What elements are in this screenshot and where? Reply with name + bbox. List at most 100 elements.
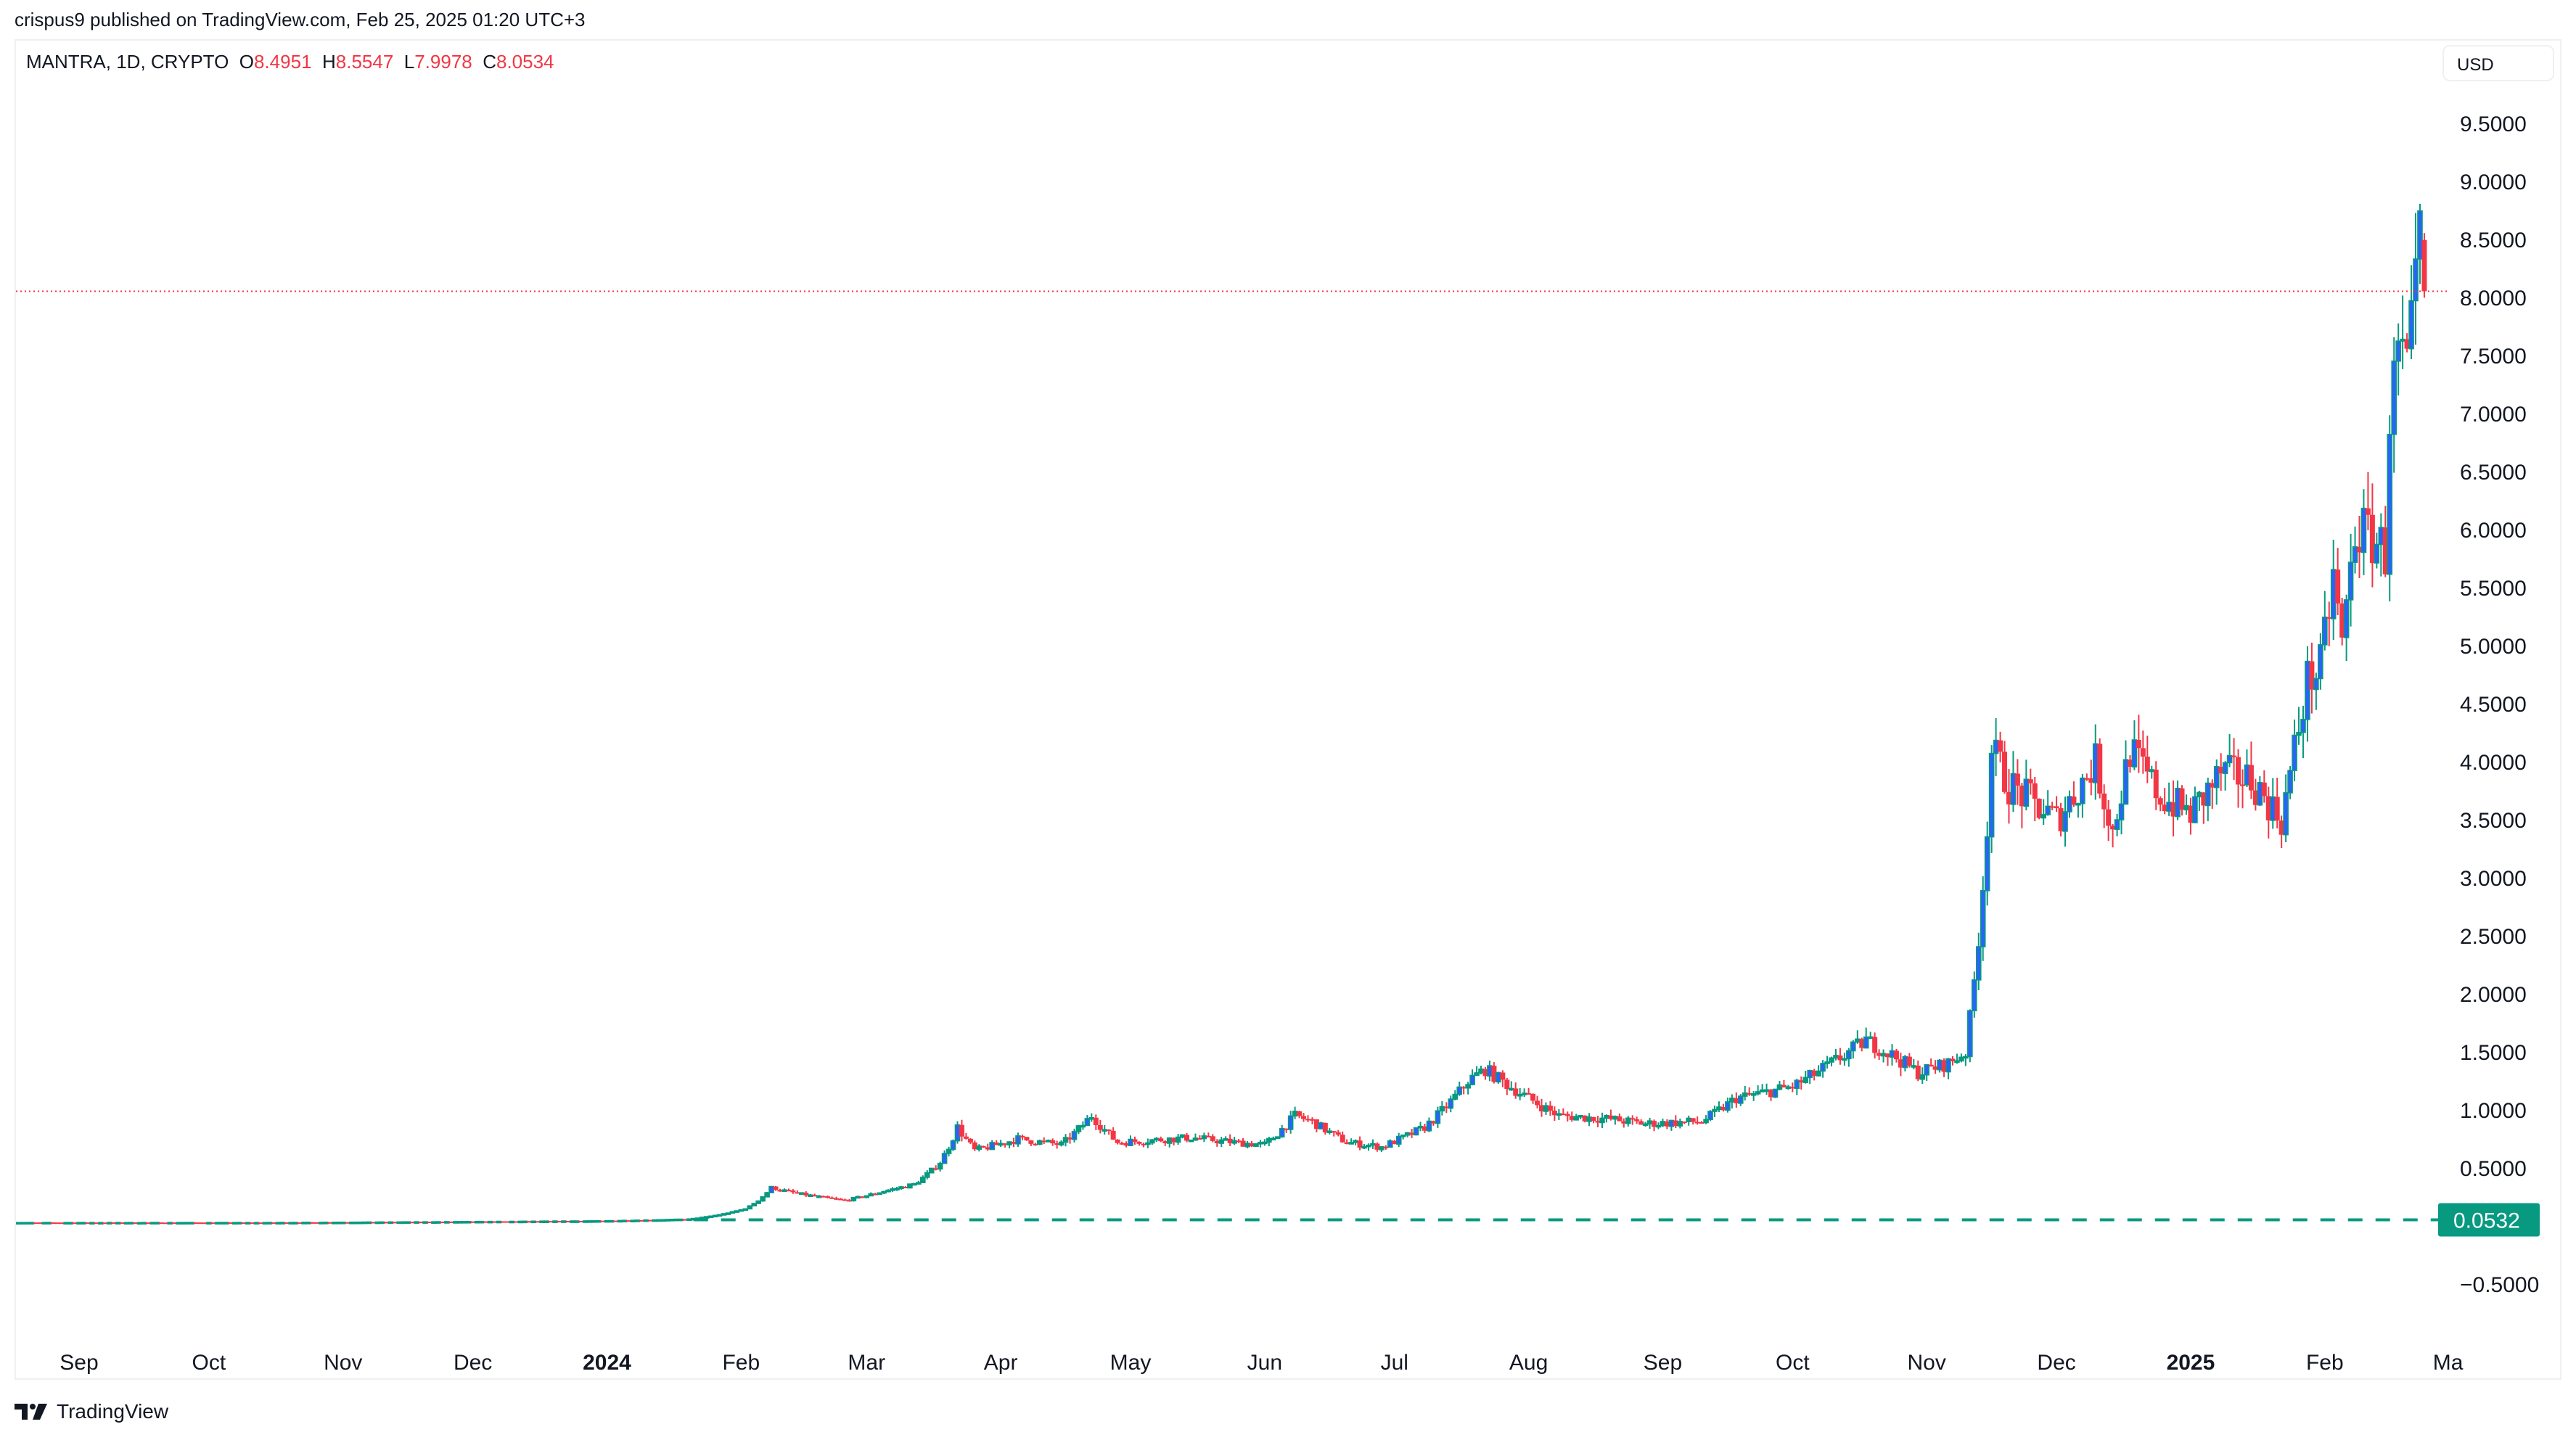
candle-body-up <box>1036 1140 1043 1145</box>
candle-body-up <box>444 1221 450 1224</box>
candle-body-down <box>639 1219 644 1222</box>
candle-body-down <box>1115 1139 1120 1143</box>
candle-body-down <box>297 1222 303 1225</box>
candle-body-down <box>1409 1132 1415 1135</box>
candle-body-down <box>1928 1064 1934 1067</box>
candle-body-down <box>2027 779 2033 783</box>
candle-body-up <box>1353 1140 1358 1143</box>
chart-pane[interactable] <box>15 39 2561 1380</box>
candle-body-down <box>1694 1122 1700 1124</box>
candle-body-up <box>1366 1144 1371 1148</box>
candle-body-down <box>1357 1140 1363 1148</box>
candle-body-down <box>1837 1055 1843 1061</box>
candle-body-up <box>928 1167 935 1174</box>
candle-body-down <box>2309 661 2315 690</box>
candle-body-up <box>1258 1142 1263 1145</box>
candle-body-up <box>747 1205 753 1210</box>
candle-body-up <box>1448 1098 1454 1109</box>
candle-body-up <box>907 1183 913 1189</box>
x-tick-label: Oct <box>192 1351 226 1375</box>
candle-body-up <box>1833 1055 1839 1059</box>
x-tick-label: 2024 <box>583 1351 631 1375</box>
candle-body-up <box>1829 1057 1834 1063</box>
candle-body-down <box>859 1196 865 1198</box>
candle-body-down <box>284 1222 290 1225</box>
candle-body-down <box>1097 1124 1103 1130</box>
candle-body-up <box>176 1222 181 1225</box>
candle-body-up <box>340 1221 346 1225</box>
candle-body-down <box>1734 1098 1739 1103</box>
candle-body-up <box>2408 300 2414 350</box>
candle-body-up <box>898 1186 904 1190</box>
candle-body-down <box>2201 792 2207 806</box>
candle-body-up <box>1984 836 1990 892</box>
candle-body-down <box>2218 766 2224 774</box>
tradingview-logo[interactable]: TradingView <box>15 1400 168 1423</box>
candle-body-up <box>452 1221 459 1224</box>
tradingview-logo-icon <box>15 1404 47 1420</box>
x-tick-label: Jun <box>1247 1351 1282 1375</box>
candle-body-down <box>440 1222 446 1224</box>
candle-body-up <box>149 1222 156 1225</box>
candle-body-up <box>2122 759 2129 805</box>
candle-body-up <box>189 1222 194 1225</box>
candle-body-down <box>2274 797 2280 821</box>
y-tick-label: 8.5000 <box>2460 229 2527 252</box>
candle-body-up <box>1975 946 1982 981</box>
candle-body-up <box>1945 1058 1951 1073</box>
candle-body-down <box>1033 1143 1038 1145</box>
candle-body-up <box>1379 1146 1385 1151</box>
candle-body-down <box>812 1195 818 1197</box>
candle-body-up <box>725 1212 731 1215</box>
candle-body-up <box>1465 1084 1471 1089</box>
close-label: C <box>483 51 496 73</box>
candle-body-up <box>305 1222 311 1225</box>
candle-body-down <box>1941 1060 1947 1072</box>
candle-body-up <box>2300 719 2306 733</box>
candle-body-up <box>496 1220 502 1224</box>
candle-body-up <box>2092 743 2099 783</box>
candle-body-up <box>2330 569 2337 620</box>
candle-body-up <box>509 1220 515 1224</box>
candle-body-up <box>1487 1065 1493 1077</box>
candle-body-down <box>1020 1135 1025 1137</box>
candle-body-down <box>1067 1137 1073 1140</box>
candle-body-down <box>228 1222 234 1225</box>
candle-body-up <box>1776 1084 1783 1090</box>
y-tick-label: 6.5000 <box>2460 461 2527 485</box>
candle-body-down <box>1110 1130 1116 1140</box>
candle-body-down <box>2127 760 2133 768</box>
candle-body-up <box>1737 1095 1744 1104</box>
candle-body-up <box>522 1220 528 1224</box>
candle-body-up <box>1218 1139 1225 1144</box>
y-tick-label: 6.0000 <box>2460 519 2527 543</box>
candle-body-up <box>218 1222 225 1225</box>
candle-body-down <box>193 1222 199 1225</box>
candle-body-up <box>81 1222 86 1225</box>
candle-body-down <box>993 1142 999 1145</box>
candle-body-down <box>933 1168 939 1170</box>
candle-body-up <box>1456 1086 1462 1095</box>
candle-body-up <box>98 1222 104 1225</box>
candle-body-up <box>1326 1130 1333 1133</box>
x-tick-label: Oct <box>1776 1351 1810 1375</box>
candle-body-down <box>310 1222 316 1224</box>
candle-body-down <box>1162 1141 1168 1143</box>
candle-body-down <box>54 1222 60 1225</box>
candle-body-down <box>1906 1056 1912 1066</box>
candle-body-up <box>353 1221 359 1225</box>
candle-body-up <box>1599 1117 1605 1124</box>
candle-body-up <box>617 1219 623 1223</box>
currency-button[interactable]: USD <box>2442 45 2554 81</box>
candle-body-down <box>120 1222 126 1225</box>
x-tick-label: Nov <box>324 1351 362 1375</box>
candle-body-up <box>1967 1010 1973 1058</box>
candle-body-down <box>846 1200 852 1202</box>
candle-body-down <box>1297 1111 1303 1116</box>
y-tick-label: 0.5000 <box>2460 1157 2527 1181</box>
candle-body-up <box>1270 1137 1276 1140</box>
candle-body-down <box>903 1187 908 1189</box>
candle-body-down <box>2404 339 2410 349</box>
candle-body-down <box>1305 1119 1310 1121</box>
